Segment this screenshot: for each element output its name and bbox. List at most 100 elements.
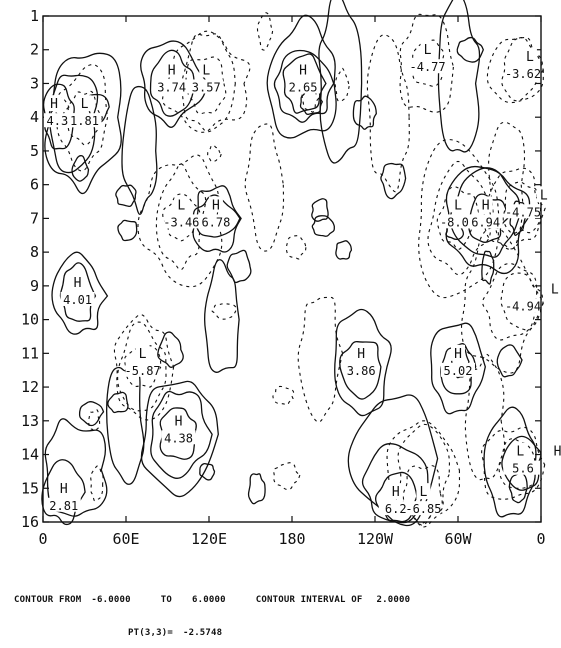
y-tick-label: 7 (30, 209, 39, 227)
contour-line (273, 49, 335, 123)
y-tick-label: 9 (30, 277, 39, 295)
extremum-value: 5.02 (444, 364, 473, 378)
extremum-value: 1.81 (70, 114, 99, 128)
high-marker: H (554, 445, 561, 460)
y-tick-label: 13 (21, 412, 39, 430)
low-marker: L (81, 97, 89, 112)
extremum-marker-bg (77, 95, 92, 112)
contour-line (41, 459, 86, 526)
contour-line (140, 380, 219, 498)
extremum-marker-bg (478, 196, 493, 213)
x-tick-label: 0 (38, 530, 47, 548)
to-value: 6.0000 (192, 595, 226, 605)
contour-line (247, 473, 266, 505)
contour-line (399, 13, 454, 113)
contour-line (121, 85, 158, 216)
contour-line (107, 391, 129, 414)
contour-line (437, 0, 481, 153)
extremum-marker-bg (522, 47, 537, 64)
extremum-value: -4.75 (505, 205, 541, 219)
high-marker: H (60, 482, 68, 497)
contour-line (44, 52, 122, 195)
extremum-value: 4.01 (63, 293, 92, 307)
contour-line (460, 226, 545, 374)
contour-interval-value: 2.0000 (376, 595, 411, 605)
extremum-value-bg (189, 79, 224, 94)
contour-line (481, 250, 495, 285)
contour-lines (41, 0, 546, 528)
extremum-marker-bg (208, 196, 223, 213)
point-value: -2.5748 (182, 628, 223, 638)
extremum-value: 6.2 (385, 502, 407, 516)
low-marker: L (139, 347, 147, 362)
extremum-value: 3.57 (192, 80, 221, 94)
extremum-marker-bg (547, 280, 561, 297)
contour-line (78, 401, 105, 427)
contour-line (427, 160, 492, 276)
contour-line (436, 186, 481, 250)
extremum-marker-bg (451, 344, 465, 361)
extremum-value: -3.62 (505, 67, 541, 81)
extremum-value-bg (286, 79, 321, 94)
extremum-value: 3.74 (157, 80, 186, 94)
contour-line (502, 181, 541, 234)
extremum-value: -8.06 (440, 215, 476, 229)
extremum-value-bg (125, 362, 160, 377)
extremum-value-bg (410, 59, 445, 74)
contour-line (456, 36, 485, 63)
contour-line (140, 40, 209, 128)
high-marker: H (168, 63, 176, 78)
contour-line (397, 423, 450, 526)
contour-line (71, 155, 90, 182)
extremum-value: -6.85 (405, 502, 441, 516)
contour-line (285, 235, 307, 260)
extremum-marker-bg (420, 41, 435, 58)
x-tick-label: 120W (357, 530, 394, 548)
high-marker: H (454, 347, 462, 362)
low-marker: L (420, 485, 428, 500)
contour-line (339, 340, 382, 400)
x-tick-label: 0 (536, 530, 545, 548)
extremum-marker-bg (174, 196, 189, 213)
extremum-value: 3.86 (347, 364, 376, 378)
extremum-value-bg (198, 214, 233, 229)
contour-line (488, 121, 526, 251)
extrema-labels: H3.74L3.57H2.65L-4.77L-3.62H4.39L1.81L-3… (44, 41, 561, 516)
low-marker: L (551, 283, 559, 298)
high-marker: H (74, 276, 82, 291)
contour-line (244, 123, 285, 252)
contour-line (204, 259, 240, 373)
contour-line (157, 331, 184, 368)
contour-line (155, 163, 207, 271)
contour-line (411, 39, 445, 87)
contour-line (150, 390, 213, 479)
y-tick-label: 6 (30, 176, 39, 194)
contour-line (380, 162, 407, 200)
contour-line (211, 302, 237, 320)
contour-line (226, 249, 252, 284)
extremum-value-bg (378, 501, 413, 516)
low-marker: L (516, 445, 524, 460)
extremum-marker-bg (536, 186, 551, 203)
high-marker: H (299, 63, 307, 78)
extremum-marker-bg (513, 442, 528, 459)
extremum-marker-bg (451, 196, 465, 213)
contour-range-caption: CONTOUR FROM -6.0000 TO 6.0000 CONTOUR INTER… (14, 595, 410, 605)
contour-line (498, 438, 536, 489)
contour-line (366, 34, 410, 193)
extremum-value-bg (441, 214, 475, 229)
extremum-value-bg (46, 497, 81, 512)
extremum-value-bg (406, 501, 441, 516)
extremum-value: 2.81 (49, 499, 78, 513)
extremum-value: -3.46 (163, 215, 199, 229)
contour-line (185, 56, 227, 115)
low-marker: L (202, 63, 210, 78)
contour-from-value: -6.0000 (91, 595, 131, 605)
contour-line (51, 251, 109, 335)
extremum-value: 6.94 (471, 215, 500, 229)
extremum-value: -5.87 (125, 364, 161, 378)
contour-line (113, 314, 175, 421)
extremum-value: 6.78 (201, 215, 230, 229)
contour-line (115, 184, 137, 208)
extremum-marker-bg (164, 61, 179, 78)
